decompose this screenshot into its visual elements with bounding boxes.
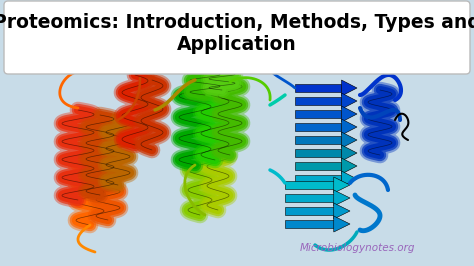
Bar	[295, 136, 341, 144]
Polygon shape	[334, 216, 350, 232]
Text: Proteomics: Introduction, Methods, Types and: Proteomics: Introduction, Methods, Types…	[0, 13, 474, 31]
Bar	[295, 149, 341, 157]
Polygon shape	[341, 119, 357, 135]
Polygon shape	[341, 158, 357, 174]
FancyBboxPatch shape	[4, 1, 470, 74]
Polygon shape	[334, 190, 350, 206]
Polygon shape	[341, 171, 357, 187]
Bar	[295, 84, 341, 92]
Polygon shape	[334, 177, 350, 193]
Polygon shape	[341, 80, 357, 96]
Bar	[295, 110, 341, 118]
Bar	[285, 220, 334, 228]
Polygon shape	[341, 93, 357, 109]
Bar	[285, 181, 334, 189]
Polygon shape	[341, 145, 357, 161]
Bar	[295, 123, 341, 131]
Polygon shape	[341, 106, 357, 122]
Bar	[285, 194, 334, 202]
Bar	[295, 175, 341, 183]
Text: Application: Application	[177, 35, 297, 55]
Bar	[285, 207, 334, 215]
Bar	[295, 162, 341, 170]
Bar	[295, 97, 341, 105]
Polygon shape	[341, 132, 357, 148]
Text: Microbiologynotes.org: Microbiologynotes.org	[300, 243, 415, 253]
Polygon shape	[334, 203, 350, 219]
